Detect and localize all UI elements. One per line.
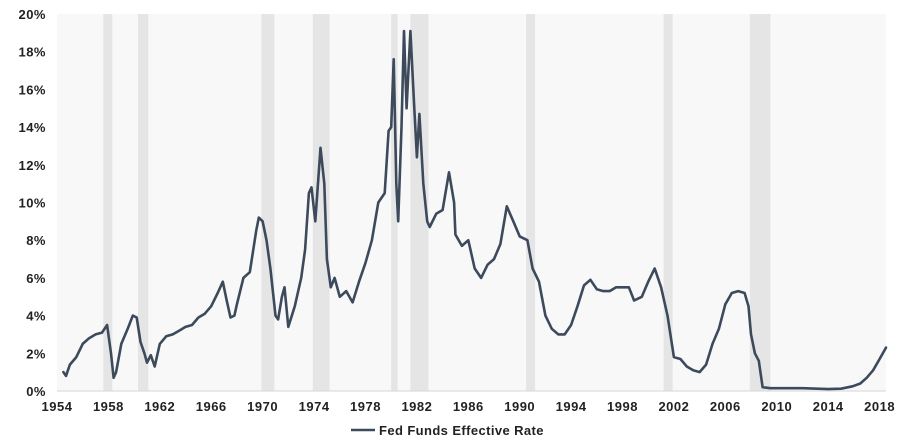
y-tick-label: 6% (26, 271, 46, 286)
recession-band (261, 14, 275, 391)
plot-background (57, 14, 886, 391)
recession-band (749, 14, 771, 391)
recession-band (138, 14, 149, 391)
y-axis-tick-labels: 0% 2% 4% 6% 8% 10% 12% 14% 16% 18% 20% (18, 7, 46, 399)
y-tick-label: 2% (26, 346, 46, 361)
recession-band (391, 14, 398, 391)
x-tick-label: 1974 (299, 399, 330, 414)
x-tick-label: 1966 (196, 399, 227, 414)
recession-bands (103, 14, 771, 391)
y-tick-label: 16% (18, 82, 46, 97)
x-tick-label: 1958 (93, 399, 124, 414)
x-tick-label: 1998 (607, 399, 638, 414)
legend-label: Fed Funds Effective Rate (379, 423, 544, 438)
recession-band (103, 14, 113, 391)
x-tick-label: 1970 (247, 399, 278, 414)
y-tick-label: 18% (18, 45, 46, 60)
x-axis-tick-labels: 1954 1958 1962 1966 1970 1974 1978 1982 1986 1990… (42, 399, 895, 414)
y-tick-label: 0% (26, 384, 46, 399)
recession-band (526, 14, 536, 391)
series-lines (62, 29, 888, 391)
recession-band (663, 14, 673, 391)
y-tick-label: 12% (18, 158, 46, 173)
x-tick-label: 1994 (556, 399, 587, 414)
x-tick-label: 1986 (453, 399, 484, 414)
legend: Fed Funds Effective Rate (351, 423, 544, 438)
x-tick-label: 2014 (813, 399, 844, 414)
x-tick-label: 1982 (401, 399, 432, 414)
y-tick-label: 8% (26, 233, 46, 248)
x-tick-label: 2002 (658, 399, 689, 414)
x-tick-label: 1962 (144, 399, 175, 414)
x-tick-label: 2010 (761, 399, 792, 414)
y-tick-label: 14% (18, 120, 46, 135)
y-tick-label: 10% (18, 196, 46, 211)
x-tick-label: 1954 (42, 399, 73, 414)
recession-band (312, 14, 330, 391)
y-tick-label: 4% (26, 309, 46, 324)
y-tick-label: 20% (18, 7, 46, 22)
x-tick-label: 2006 (710, 399, 741, 414)
x-tick-label: 1978 (350, 399, 381, 414)
x-tick-label: 2018 (864, 399, 895, 414)
x-tick-label: 1990 (504, 399, 535, 414)
series-line (62, 29, 888, 391)
